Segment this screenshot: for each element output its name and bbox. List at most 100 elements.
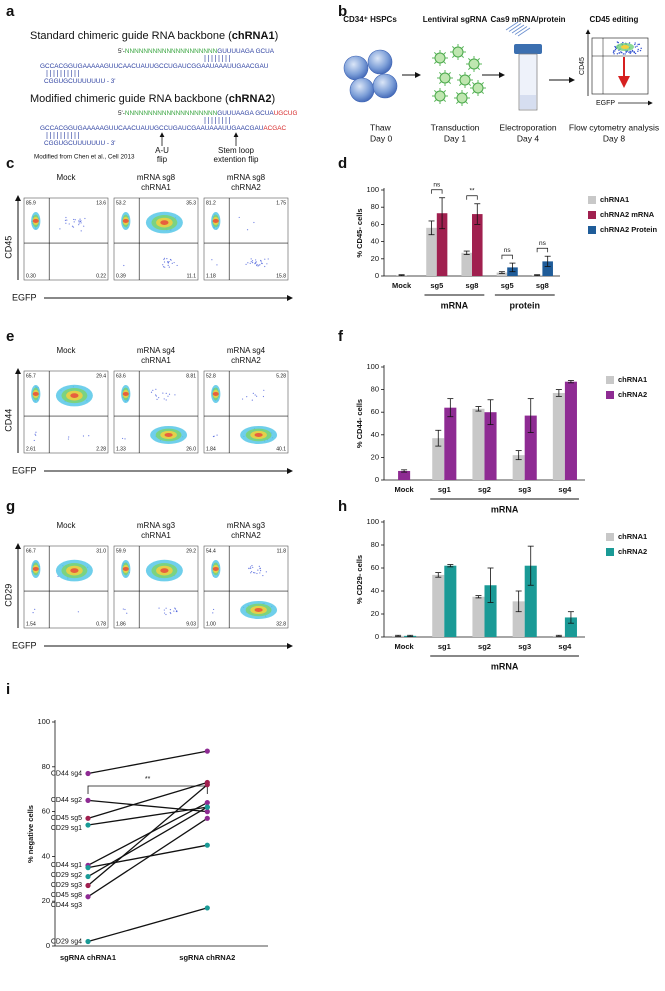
event-dot bbox=[255, 261, 257, 263]
point bbox=[85, 797, 91, 804]
quadrant-value: 15.8 bbox=[276, 273, 286, 279]
pair-line bbox=[87, 784, 208, 887]
mini-dot bbox=[636, 45, 638, 47]
error-bar bbox=[509, 262, 516, 273]
event-dot bbox=[253, 221, 255, 224]
error-bar bbox=[407, 634, 414, 637]
mini-dot bbox=[630, 51, 632, 53]
group-label: mRNA bbox=[441, 300, 469, 310]
plot-title: mRNA sg3 bbox=[227, 521, 266, 530]
error-bar bbox=[439, 197, 446, 230]
legend-label: chRNA2 mRNA bbox=[600, 210, 655, 219]
legend-swatch bbox=[588, 226, 596, 234]
event-dot bbox=[257, 569, 259, 571]
flow-plot bbox=[113, 197, 199, 281]
flow-plot bbox=[113, 545, 199, 629]
event-dot bbox=[250, 567, 252, 570]
point bbox=[204, 842, 210, 848]
x-axis-label: EGFP bbox=[12, 465, 37, 475]
mini-dot bbox=[614, 48, 617, 51]
error-bar bbox=[527, 545, 534, 586]
event-dot bbox=[238, 216, 240, 219]
y-tick-label: 80 bbox=[371, 202, 379, 211]
event-dot bbox=[167, 395, 169, 397]
bar bbox=[484, 585, 497, 637]
sequence-segment: CGGUGCUUUUUUU - 3' bbox=[44, 78, 116, 85]
event-dot bbox=[163, 609, 165, 611]
mini-dot bbox=[637, 43, 639, 46]
quadrant-value: 9.03 bbox=[186, 621, 196, 627]
point bbox=[85, 882, 91, 889]
step-caption: Day 1 bbox=[444, 133, 466, 143]
event-dot bbox=[216, 434, 218, 436]
note: extention flip bbox=[214, 155, 259, 164]
event-dot bbox=[168, 393, 171, 395]
legend-label: chRNA1 bbox=[600, 195, 629, 204]
quadrant-value: 2.61 bbox=[26, 446, 36, 452]
event-dot bbox=[262, 574, 264, 577]
quadrant-value: 40.1 bbox=[276, 446, 286, 452]
event-dot bbox=[252, 392, 254, 394]
bar bbox=[484, 412, 497, 480]
plot-title: chRNA1 bbox=[141, 531, 171, 540]
y-tick-label: 60 bbox=[371, 219, 379, 228]
error-bar bbox=[435, 429, 442, 447]
legend-label: chRNA2 bbox=[618, 547, 647, 556]
quadrant-value: 1.84 bbox=[206, 446, 216, 452]
event-dot bbox=[165, 607, 167, 609]
bar bbox=[432, 574, 445, 637]
tube-liquid bbox=[520, 95, 536, 109]
event-dot bbox=[212, 612, 214, 614]
quadrant-value: 31.0 bbox=[96, 548, 106, 554]
point-label: CD45 sg8 bbox=[51, 892, 82, 899]
event-dot bbox=[250, 258, 252, 260]
step-caption: Electroporation bbox=[499, 122, 556, 132]
cas9-strand bbox=[511, 24, 525, 34]
event-dot bbox=[65, 216, 67, 219]
event-dot bbox=[126, 612, 128, 614]
group-label: mRNA bbox=[491, 504, 519, 514]
error-bar bbox=[555, 634, 562, 637]
event-dot bbox=[254, 262, 256, 264]
event-dot bbox=[162, 264, 164, 266]
point bbox=[204, 815, 210, 821]
mini-dot bbox=[638, 43, 641, 46]
event-dot bbox=[176, 610, 178, 612]
event-dot bbox=[78, 224, 80, 226]
point bbox=[204, 782, 210, 788]
event-dot bbox=[257, 265, 259, 267]
event-dot bbox=[74, 219, 76, 221]
pair-line bbox=[87, 907, 208, 943]
event-dot bbox=[163, 398, 165, 400]
event-dot bbox=[82, 435, 85, 437]
event-dot bbox=[251, 565, 253, 567]
event-dot bbox=[162, 392, 164, 394]
x-tick-label: Mock bbox=[395, 485, 415, 494]
point bbox=[204, 748, 210, 754]
legend-swatch bbox=[606, 376, 614, 384]
bar bbox=[444, 407, 457, 480]
step-caption: Thaw bbox=[370, 122, 392, 132]
legend-label: chRNA1 bbox=[618, 375, 647, 384]
x-axis-label: EGFP bbox=[12, 640, 37, 650]
quadrant-value: 59.9 bbox=[116, 548, 126, 554]
title-name: chRNA1 bbox=[232, 30, 275, 42]
plot-title: mRNA sg4 bbox=[227, 346, 266, 355]
error-bar bbox=[555, 389, 562, 397]
significance-bracket bbox=[87, 785, 208, 794]
point bbox=[85, 865, 91, 871]
mini-dot bbox=[622, 41, 624, 44]
mini-dot bbox=[613, 50, 615, 52]
quadrant-value: 0.22 bbox=[96, 273, 106, 279]
plot-title: chRNA2 bbox=[231, 356, 261, 365]
y-tick-label: 20 bbox=[42, 896, 50, 905]
error-bar bbox=[544, 255, 551, 267]
quadrant-value: 29.4 bbox=[96, 373, 106, 379]
event-dot bbox=[166, 257, 168, 260]
bar bbox=[524, 565, 537, 637]
panel-label: d bbox=[338, 155, 347, 172]
y-tick-label: 100 bbox=[37, 717, 50, 726]
step-caption: Day 0 bbox=[370, 133, 392, 143]
x-tick-label: sg3 bbox=[518, 642, 531, 651]
density-core bbox=[212, 566, 219, 571]
